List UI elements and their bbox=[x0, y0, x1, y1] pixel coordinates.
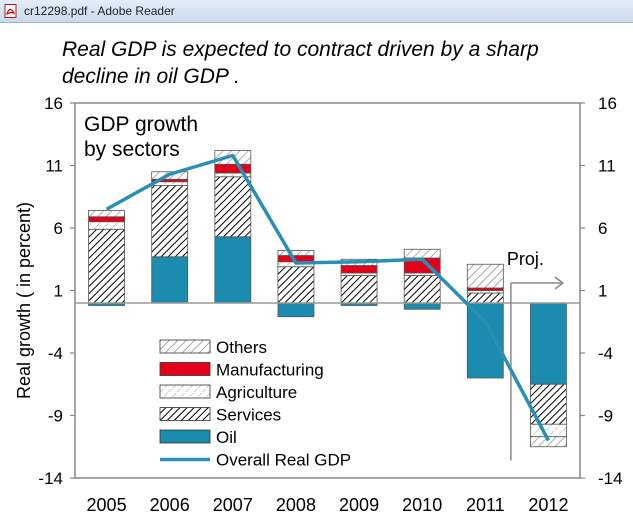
y2-tick-label: -9 bbox=[598, 407, 613, 426]
x-tick-label: 2007 bbox=[213, 495, 253, 515]
chart-legend: Others Manufacturing Agriculture Services Oi… bbox=[159, 338, 351, 470]
chart-title: GDP growth bbox=[84, 113, 198, 136]
legend-label: Oil bbox=[216, 428, 237, 447]
bar-manufacturing bbox=[88, 216, 125, 223]
y2-tick-label: -4 bbox=[598, 344, 613, 363]
legend-swatch-oil bbox=[159, 429, 211, 444]
bar-services bbox=[214, 176, 252, 238]
bar-oil bbox=[277, 302, 315, 318]
y-axis-label: Real growth ( in percent) bbox=[14, 202, 34, 399]
plot-area: 16 11 6 1 -4 -9 -14 16 11 6 1 -4 -9 -14 Real growth ( … bbox=[14, 94, 623, 515]
projection-arrow-head bbox=[554, 276, 565, 290]
bar-others bbox=[277, 250, 315, 256]
y2-tick-label: 6 bbox=[598, 219, 607, 238]
x-tick-label: 2008 bbox=[276, 495, 316, 515]
bar-services bbox=[277, 266, 315, 304]
pdf-icon bbox=[4, 4, 17, 18]
bar-services bbox=[466, 292, 504, 304]
y-tick-label: -14 bbox=[38, 469, 63, 488]
legend-swatch-manufacturing bbox=[159, 362, 211, 376]
chart-headline: Real GDP is expected to contract driven … bbox=[62, 38, 539, 88]
bar-oil bbox=[214, 236, 252, 304]
bar-manufacturing bbox=[340, 265, 378, 274]
legend-label: Others bbox=[216, 338, 267, 357]
y2-tick-label: 11 bbox=[598, 157, 616, 176]
bar-manufacturing bbox=[214, 163, 252, 174]
y2-tick-label: 1 bbox=[598, 282, 607, 301]
x-tick-label: 2011 bbox=[466, 495, 505, 515]
bar-others bbox=[403, 248, 441, 259]
bar-oil bbox=[466, 302, 504, 379]
bar-services bbox=[403, 275, 441, 304]
legend-swatch-others bbox=[159, 339, 211, 354]
bar-services bbox=[88, 228, 125, 304]
legend-label: Manufacturing bbox=[216, 361, 324, 380]
x-tick-label: 2010 bbox=[402, 495, 442, 515]
y-tick-label: 11 bbox=[45, 157, 63, 176]
x-tick-label: 2006 bbox=[150, 495, 190, 515]
bar-agriculture bbox=[88, 221, 125, 230]
legend-swatch-agriculture bbox=[159, 384, 211, 399]
window-title: cr12298.pdf - Adobe Reader bbox=[24, 4, 175, 18]
bar-others bbox=[530, 436, 567, 448]
y-tick-label: -4 bbox=[48, 344, 63, 363]
x-tick-label: 2009 bbox=[339, 495, 379, 515]
bar-services bbox=[151, 185, 189, 258]
legend-label: Agriculture bbox=[216, 383, 297, 402]
line-overall-real-gdp bbox=[105, 153, 550, 442]
x-tick-label: 2012 bbox=[528, 495, 568, 515]
bar-oil bbox=[530, 302, 567, 385]
bar-others bbox=[466, 263, 504, 289]
y-tick-label: -9 bbox=[48, 407, 63, 426]
bars-layer bbox=[88, 150, 567, 448]
bar-oil bbox=[151, 256, 189, 304]
y2-tick-label: -14 bbox=[598, 469, 623, 488]
y-tick-label: 6 bbox=[54, 219, 63, 238]
chart-title: by sectors bbox=[84, 138, 180, 161]
y-tick-label: 16 bbox=[44, 94, 63, 113]
bar-services bbox=[340, 275, 378, 304]
legend-label: Overall Real GDP bbox=[216, 451, 351, 470]
bar-oil bbox=[403, 302, 441, 310]
y-tick-label: 1 bbox=[54, 282, 63, 301]
legend-swatch-services bbox=[159, 407, 211, 421]
bar-others bbox=[88, 210, 125, 218]
y2-tick-label: 16 bbox=[598, 94, 617, 113]
projection-label: Proj. bbox=[507, 249, 544, 269]
legend-label: Services bbox=[216, 406, 281, 425]
window-titlebar: cr12298.pdf - Adobe Reader bbox=[0, 0, 633, 23]
bar-agriculture bbox=[530, 423, 567, 438]
x-tick-label: 2005 bbox=[87, 495, 127, 515]
